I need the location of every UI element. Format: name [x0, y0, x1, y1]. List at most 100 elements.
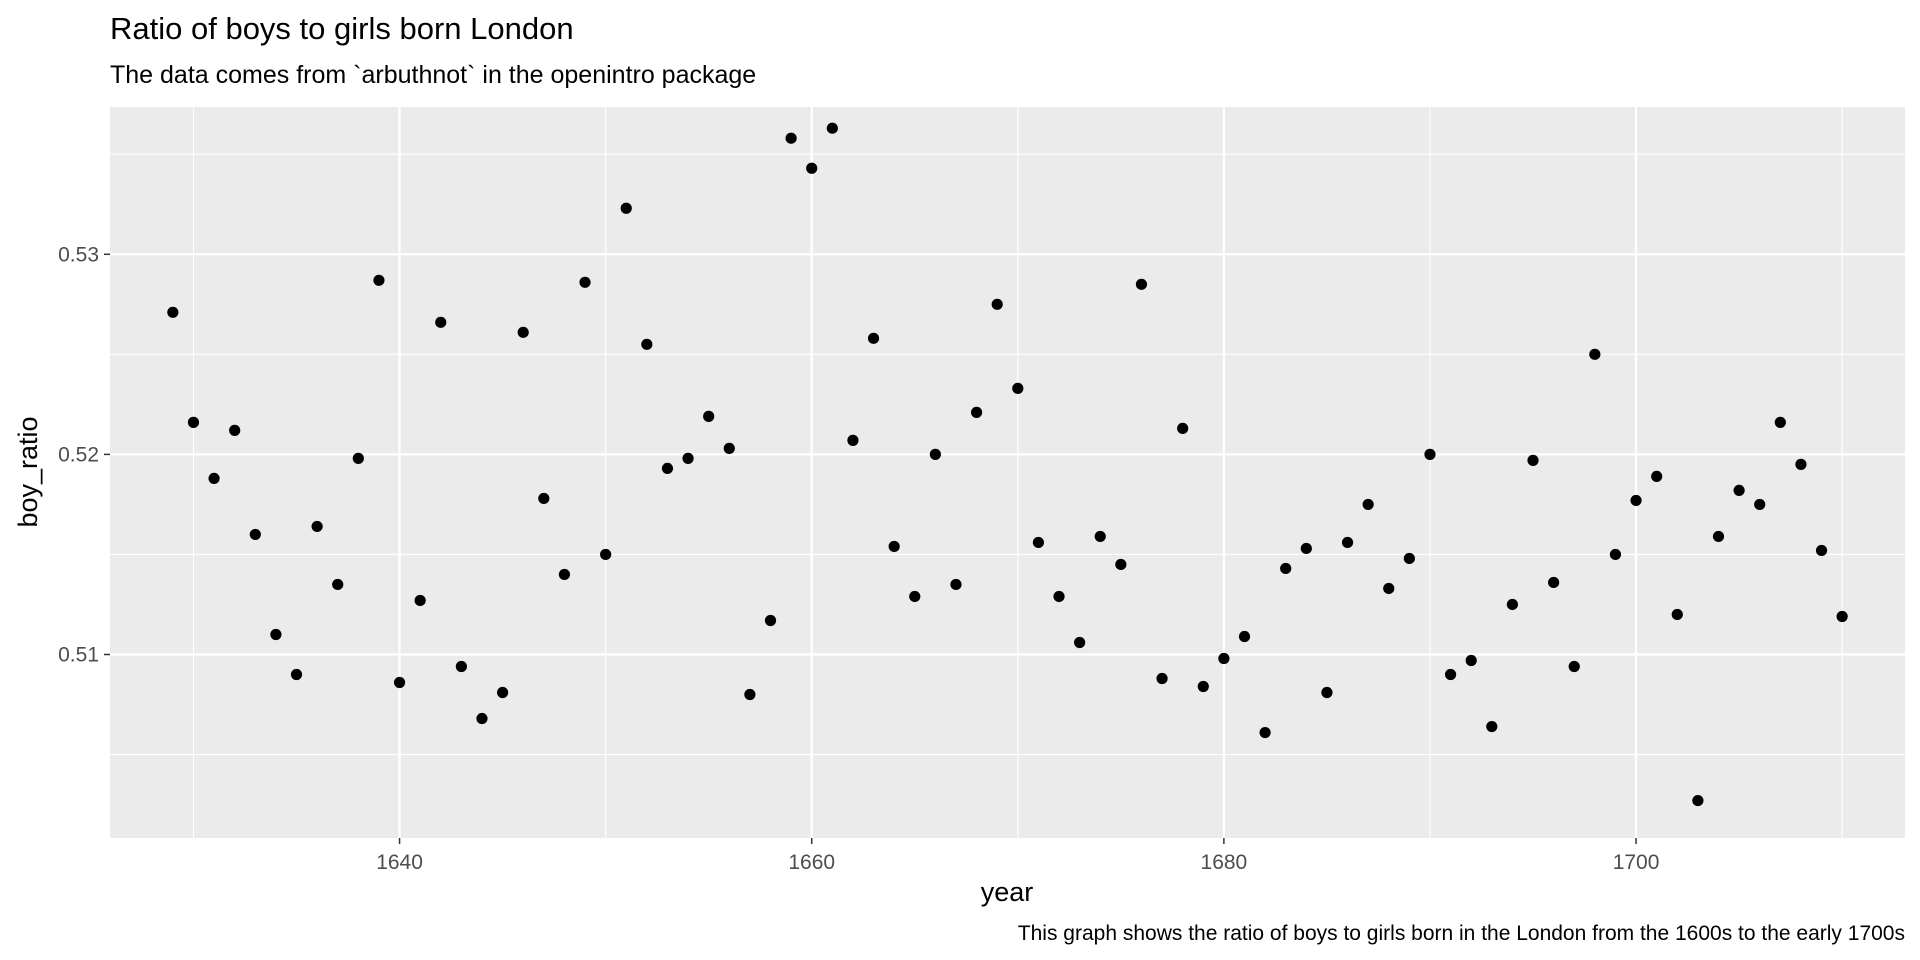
data-point — [1074, 636, 1086, 649]
data-point — [909, 590, 921, 603]
data-point — [764, 614, 777, 627]
data-point — [393, 676, 406, 689]
data-point — [352, 452, 364, 464]
x-tick-label: 1700 — [1613, 851, 1660, 874]
data-point — [1012, 382, 1024, 394]
plot-panel — [110, 107, 1905, 838]
data-point — [703, 410, 715, 422]
data-point — [1115, 558, 1127, 571]
data-point — [167, 306, 179, 318]
data-point — [579, 276, 591, 288]
data-point — [1671, 608, 1683, 621]
data-point — [1548, 576, 1560, 589]
data-point — [1383, 582, 1395, 595]
data-point — [517, 326, 529, 338]
y-tick-label: 0.52 — [58, 443, 99, 466]
data-point — [1032, 536, 1045, 549]
chart-title: Ratio of boys to girls born London — [110, 11, 574, 46]
data-point — [1651, 470, 1663, 483]
data-point — [1341, 536, 1354, 549]
data-point — [1444, 668, 1457, 681]
data-point — [229, 424, 241, 436]
data-point — [1197, 680, 1209, 693]
data-point — [641, 338, 653, 350]
x-tick-label: 1660 — [788, 851, 835, 874]
data-point — [991, 298, 1003, 310]
data-point — [744, 688, 756, 701]
data-point — [1568, 660, 1580, 673]
minor-gridlines — [110, 107, 1905, 838]
data-points — [167, 122, 1848, 807]
data-point — [187, 416, 200, 428]
data-point — [929, 448, 941, 460]
data-point — [1630, 494, 1642, 507]
data-point — [455, 660, 467, 673]
data-point — [1238, 630, 1251, 643]
data-point — [1362, 498, 1374, 511]
data-point — [847, 434, 859, 446]
data-point — [1527, 454, 1539, 466]
major-gridlines — [110, 107, 1905, 838]
data-point — [1774, 416, 1786, 428]
data-point — [249, 528, 261, 541]
data-point — [558, 568, 571, 581]
data-point — [373, 274, 385, 286]
chart-caption: This graph shows the ratio of boys to gi… — [1018, 922, 1905, 945]
data-point — [661, 462, 674, 474]
data-point — [826, 122, 838, 134]
data-point — [682, 452, 694, 464]
data-point — [538, 492, 550, 505]
data-point — [1321, 686, 1333, 699]
data-point — [806, 162, 818, 174]
data-point — [1177, 422, 1189, 434]
data-point — [1424, 448, 1436, 460]
data-point — [1259, 726, 1271, 739]
data-point — [1815, 544, 1828, 557]
x-tick-label: 1680 — [1201, 851, 1248, 874]
data-point — [476, 712, 488, 725]
data-point — [1135, 278, 1148, 290]
data-point — [1156, 672, 1168, 685]
data-point — [414, 594, 426, 607]
data-point — [1692, 794, 1704, 807]
data-point — [888, 540, 900, 553]
data-point — [600, 548, 612, 561]
data-point — [1506, 598, 1519, 611]
data-point — [435, 316, 447, 328]
data-point — [208, 472, 220, 485]
data-point — [785, 132, 797, 144]
data-point — [1712, 530, 1725, 543]
chart-subtitle: The data comes from `arbuthnot` in the o… — [110, 61, 756, 89]
x-tick-label: 1640 — [376, 851, 423, 874]
data-point — [723, 442, 735, 454]
data-point — [1300, 542, 1312, 555]
data-point — [1795, 458, 1807, 470]
y-tick-label: 0.51 — [58, 643, 99, 666]
data-point — [1589, 348, 1601, 360]
data-point — [1754, 498, 1766, 511]
y-tick-label: 0.53 — [58, 243, 99, 266]
y-axis-title: boy_ratio — [13, 416, 43, 527]
data-point — [270, 628, 282, 641]
data-point — [1486, 720, 1498, 733]
data-point — [1465, 654, 1477, 667]
data-point — [970, 406, 983, 418]
data-point — [1733, 484, 1745, 497]
data-point — [950, 578, 962, 591]
data-point — [496, 686, 509, 699]
data-point — [1280, 562, 1292, 575]
x-axis-ticks: 1640 1660 1680 1700 — [376, 838, 1659, 874]
data-point — [1403, 552, 1415, 565]
data-point — [290, 668, 303, 681]
data-point — [1609, 548, 1622, 561]
y-axis-ticks: 0.51 0.52 0.53 — [58, 243, 110, 666]
data-point — [867, 332, 880, 344]
data-point — [1094, 530, 1106, 543]
data-point — [1053, 590, 1065, 603]
x-axis-title: year — [981, 877, 1034, 907]
data-point — [1218, 652, 1230, 665]
data-point — [332, 578, 344, 591]
data-point — [1836, 610, 1848, 623]
data-point — [620, 202, 632, 214]
